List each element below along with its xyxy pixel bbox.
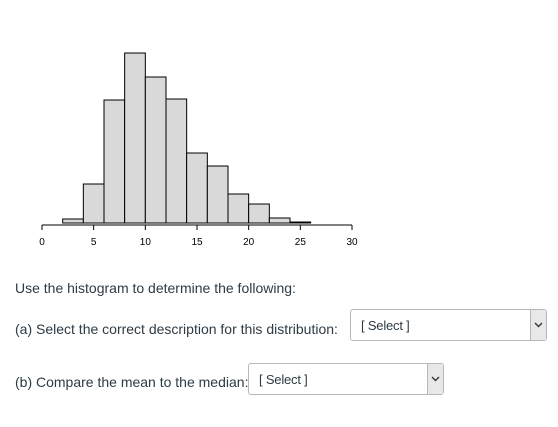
histogram-bar bbox=[124, 52, 146, 224]
x-tick-label: 5 bbox=[91, 237, 97, 248]
select-a-value: [ Select ] bbox=[361, 318, 410, 333]
histogram-bar bbox=[268, 217, 291, 224]
chevron-down-icon bbox=[530, 310, 546, 340]
histogram-bar bbox=[248, 203, 270, 224]
histogram-bar bbox=[227, 193, 250, 224]
distribution-description-select[interactable]: [ Select ] bbox=[350, 309, 547, 341]
mean-median-compare-select[interactable]: [ Select ] bbox=[248, 363, 444, 395]
histogram-bar bbox=[144, 76, 167, 224]
x-tick-label: 15 bbox=[191, 237, 203, 248]
histogram-chart: 0 5 10 15 20 25 30 bbox=[39, 52, 358, 248]
question-a-label: (a) Select the correct description for t… bbox=[15, 321, 338, 337]
question-b-label: (b) Compare the mean to the median: bbox=[15, 374, 249, 390]
histogram-bar bbox=[103, 99, 126, 224]
x-tick-label: 25 bbox=[295, 237, 307, 248]
histogram-bar bbox=[165, 98, 188, 224]
x-tick-label: 0 bbox=[39, 237, 45, 248]
x-tick-label: 30 bbox=[346, 237, 358, 248]
select-b-value: [ Select ] bbox=[259, 372, 308, 387]
histogram-bars bbox=[62, 52, 312, 224]
histogram-bar bbox=[206, 165, 229, 224]
x-tick-label: 20 bbox=[243, 237, 255, 248]
x-axis: 0 5 10 15 20 25 30 bbox=[39, 224, 358, 248]
histogram-bar bbox=[289, 221, 312, 224]
histogram-bar bbox=[62, 218, 84, 224]
instruction-text: Use the histogram to determine the follo… bbox=[15, 280, 296, 296]
histogram-bar bbox=[186, 152, 208, 224]
chevron-down-icon bbox=[427, 364, 443, 394]
histogram-bar bbox=[82, 183, 105, 224]
x-tick-label: 10 bbox=[140, 237, 152, 248]
